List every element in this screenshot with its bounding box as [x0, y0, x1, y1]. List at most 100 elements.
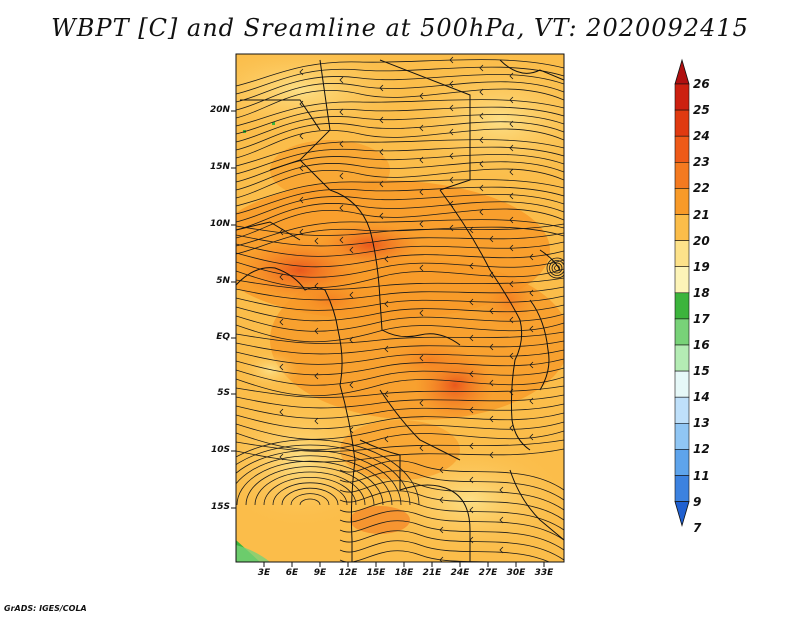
streamline: [236, 146, 564, 175]
streamline-arrow: [449, 128, 454, 136]
streamline-arrow: [419, 444, 424, 452]
streamline-arrow: [449, 80, 454, 88]
streamline-arrow: [509, 120, 514, 128]
streamline-arrow: [279, 408, 284, 416]
lon-label-33e: 33E: [534, 568, 554, 578]
streamline-arrow: [489, 235, 494, 243]
streamline: [236, 66, 564, 95]
streamline-arrow: [529, 397, 534, 405]
streamline: [339, 460, 564, 491]
streamline: [236, 208, 564, 239]
colorbar-label: 22: [693, 181, 710, 196]
streamline-arrow: [479, 184, 484, 192]
streamline: [236, 455, 393, 506]
streamline-arrow: [469, 262, 474, 270]
streamline-arrow: [489, 343, 494, 351]
streamline-arrow: [469, 406, 474, 414]
streamline-arrow: [299, 100, 304, 108]
vortex-ring: [551, 262, 563, 274]
streamline-arrow: [279, 318, 284, 326]
streamline: [236, 403, 564, 419]
streamline-arrow: [349, 336, 354, 344]
vortex-ring: [549, 260, 564, 276]
streamline-arrow: [509, 168, 514, 176]
streamline: [236, 421, 564, 440]
streamline-arrow: [479, 64, 484, 72]
streamline: [236, 128, 564, 159]
streamline-arrow: [509, 144, 514, 152]
streamline: [236, 88, 564, 119]
colorbar-top-arrow: [674, 58, 690, 85]
streamline-arrow: [509, 72, 514, 80]
map-title: WBPT [C] and Sreamline at 500hPa, VT: 20…: [51, 14, 749, 42]
streamline-arrow: [419, 220, 424, 228]
streamline: [236, 412, 564, 430]
streamline-arrow: [349, 381, 354, 389]
lon-label-24e: 24E: [450, 568, 470, 578]
streamline-arrow: [469, 476, 474, 484]
streamline-arrow: [439, 556, 444, 562]
streamline-arrow: [509, 316, 514, 324]
colorbar-swatch: [674, 449, 690, 476]
colorbar-swatch: [674, 318, 690, 346]
streamline-arrow: [339, 76, 344, 84]
colorbar-bottom-arrow: [674, 501, 690, 528]
streamline: [236, 241, 564, 257]
streamline: [236, 331, 564, 344]
streamline-arrow: [279, 228, 284, 236]
colorbar-swatch: [674, 292, 690, 320]
streamline-arrow: [419, 156, 424, 164]
streamline-arrow: [499, 546, 504, 554]
streamline: [263, 477, 357, 506]
streamline-arrow: [419, 264, 424, 272]
streamline-arrow: [479, 112, 484, 120]
streamline: [236, 114, 564, 143]
colorbar-swatch: [674, 83, 690, 111]
streamline-arrow: [384, 345, 389, 353]
streamline: [236, 367, 564, 386]
streamline-arrow: [479, 88, 484, 96]
streamline: [236, 439, 420, 506]
lon-label-12e: 12E: [338, 568, 358, 578]
colorbar-label: 14: [693, 390, 710, 405]
lon-label-21e: 21E: [422, 568, 442, 578]
streamline: [236, 340, 564, 355]
streamline: [339, 490, 564, 521]
streamline-arrow: [384, 390, 389, 398]
lat-label-5n: 5N: [216, 276, 230, 286]
streamline: [236, 194, 564, 223]
streamline: [236, 139, 564, 167]
streamline-arrow: [449, 56, 454, 64]
streamline-arrow: [419, 124, 424, 132]
streamline-arrow: [314, 237, 319, 245]
colorbar-label: 7: [693, 520, 702, 535]
streamline: [236, 322, 564, 343]
colorbar: [674, 58, 690, 528]
colorbar-label: 21: [693, 207, 710, 222]
colorbar-label: 20: [693, 233, 710, 248]
streamline-arrow: [299, 164, 304, 172]
colorbar-swatch: [674, 109, 690, 137]
colorbar-swatch: [674, 344, 690, 372]
streamline: [236, 439, 564, 452]
colorbar-label: 18: [693, 285, 710, 300]
colorbar-swatch: [674, 240, 690, 268]
streamline: [236, 186, 564, 215]
colorbar-label: 12: [693, 442, 710, 457]
streamline-arrow: [384, 435, 389, 443]
streamline: [236, 268, 564, 289]
streamline: [339, 530, 564, 561]
streamline: [236, 219, 564, 247]
streamline: [236, 385, 564, 398]
streamline: [236, 99, 564, 127]
streamline-arrow: [419, 309, 424, 317]
streamline: [236, 121, 564, 151]
colorbar-label: 19: [693, 259, 710, 274]
colorbar-swatch: [674, 370, 690, 398]
streamline: [236, 250, 564, 268]
streamline: [236, 106, 564, 135]
streamline-arrow: [339, 172, 344, 180]
streamline-arrow: [439, 496, 444, 504]
lat-label-15n: 15N: [209, 162, 230, 172]
